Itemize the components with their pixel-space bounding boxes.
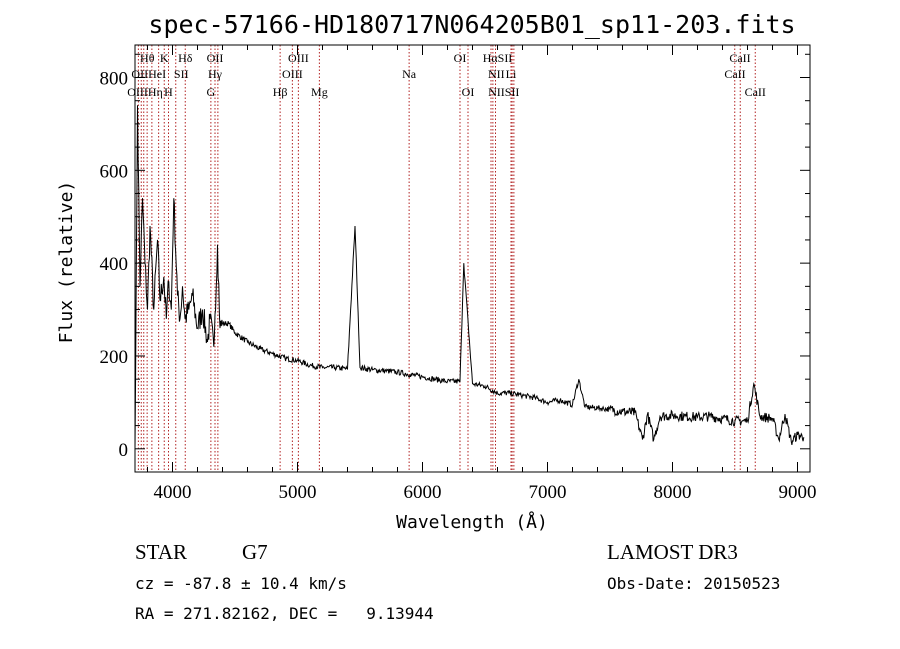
x-axis-ticks: 4000 5000 6000 7000 8000 9000	[147, 45, 817, 503]
spectrum-series	[134, 105, 805, 449]
line-label-1: K	[160, 51, 169, 65]
line-label-14: Li	[506, 67, 517, 81]
line-label-11: OIII	[282, 67, 303, 81]
line-label-2: Hδ	[178, 51, 193, 65]
spectrum-line	[134, 105, 805, 449]
spectral-line-labels: Hθ K Hδ OII OIII OI HαSII CaII OIIHeI SII Hγ OIII Na…	[127, 51, 766, 99]
object-class: STAR	[135, 540, 187, 564]
line-label-4: OIII	[288, 51, 309, 65]
line-label-17: H	[164, 85, 173, 99]
object-subclass: G7	[242, 540, 268, 564]
y-tick-label-4: 800	[100, 68, 129, 89]
line-label-8: OIIHeI	[131, 67, 166, 81]
line-label-12: Na	[402, 67, 417, 81]
line-label-22: NIISII	[488, 85, 519, 99]
x-tick-label-5: 9000	[779, 482, 817, 503]
x-tick-label-2: 6000	[404, 482, 442, 503]
line-label-0: Hθ	[140, 51, 155, 65]
y-tick-label-1: 200	[100, 347, 129, 368]
y-tick-label-3: 600	[100, 161, 129, 182]
line-label-6: HαSII	[483, 51, 513, 65]
spectral-line-markers	[137, 45, 756, 472]
ra-dec: RA = 271.82162, DEC = 9.13944	[135, 604, 434, 623]
chart-title: spec-57166-HD180717N064205B01_sp11-203.f…	[148, 10, 795, 39]
y-axis-label: Flux (relative)	[56, 181, 77, 344]
line-label-16: OIIIHη	[127, 85, 163, 99]
x-tick-label-1: 5000	[279, 482, 317, 503]
y-tick-label-0: 0	[119, 440, 129, 461]
y-tick-label-2: 400	[100, 254, 129, 275]
line-label-7: CaII	[729, 51, 750, 65]
line-label-3: OII	[207, 51, 224, 65]
plot-frame	[134, 44, 811, 473]
line-label-20: Mg	[311, 85, 328, 99]
line-label-5: OI	[454, 51, 467, 65]
x-tick-label-4: 8000	[654, 482, 692, 503]
x-tick-label-3: 7000	[529, 482, 567, 503]
redshift-cz: cz = -87.8 ± 10.4 km/s	[135, 574, 347, 593]
line-label-18: G	[207, 85, 216, 99]
line-label-15: CaII	[724, 67, 745, 81]
y-axis-ticks: 0 200 400 600 800	[100, 53, 810, 461]
survey-label: LAMOST DR3	[607, 540, 738, 564]
line-label-10: Hγ	[208, 67, 223, 81]
x-tick-label-0: 4000	[154, 482, 192, 503]
line-label-21: OI	[462, 85, 475, 99]
line-label-19: Hβ	[273, 85, 288, 99]
line-label-13: NII	[488, 67, 505, 81]
x-axis-label: Wavelength (Å)	[396, 511, 548, 533]
line-label-9: SII	[174, 67, 189, 81]
observation-date: Obs-Date: 20150523	[607, 574, 780, 593]
line-label-23: CaII	[745, 85, 766, 99]
